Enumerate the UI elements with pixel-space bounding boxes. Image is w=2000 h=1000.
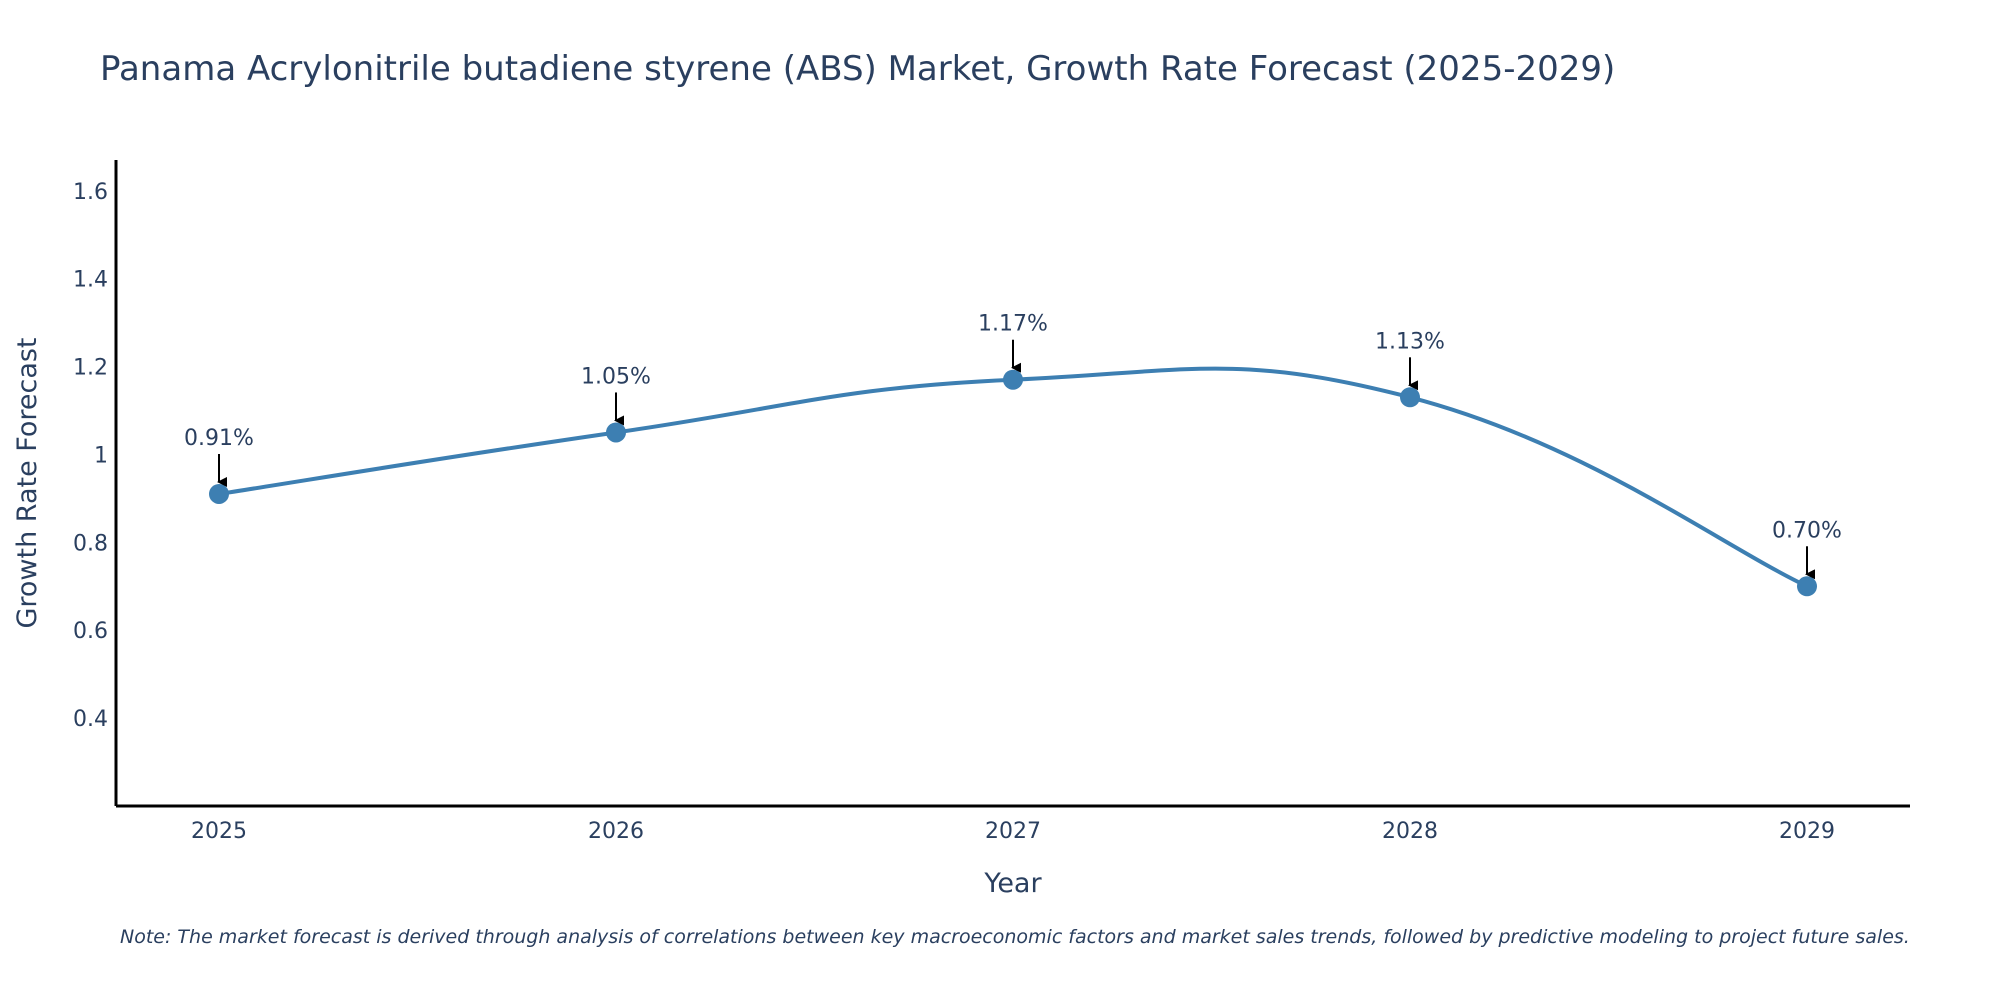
y-ticks-layer: 0.4 0.6 0.8 1 1.2 1.4 1.6 (73, 180, 108, 732)
y-tick-label: 0.6 (73, 619, 108, 644)
x-tick-label: 2027 (985, 819, 1041, 844)
y-axis-title: Growth Rate Forecast (12, 337, 43, 628)
x-tick-label: 2028 (1382, 819, 1438, 844)
data-point-marker (1797, 576, 1817, 597)
data-point-marker (209, 483, 229, 504)
data-point-marker (1003, 369, 1023, 390)
chart-title: Panama Acrylonitrile butadiene styrene (… (100, 49, 1615, 89)
y-tick-label: 1.2 (73, 356, 108, 381)
data-label: 1.13% (1375, 329, 1445, 354)
x-tick-label: 2025 (191, 819, 247, 844)
y-tick-label: 0.8 (73, 531, 108, 556)
y-tick-label: 0.4 (73, 707, 108, 732)
axes-layer (114, 160, 1910, 808)
annotations-layer: 0.91% 1.05% 1.17% 1.13% 0.70% (184, 312, 1842, 580)
data-label: 0.70% (1772, 518, 1842, 543)
data-label: 0.91% (184, 426, 254, 451)
y-tick-label: 1 (94, 443, 108, 468)
growth-rate-series-line (218, 366, 1808, 589)
y-tick-label: 1.4 (73, 268, 108, 293)
y-tick-label: 1.6 (73, 180, 108, 205)
markers-layer (209, 369, 1817, 597)
data-label: 1.05% (581, 364, 651, 389)
forecast-note: Note: The market forecast is derived thr… (120, 926, 1910, 948)
x-tick-label: 2029 (1779, 819, 1835, 844)
x-ticks-layer: 2025 2026 2027 2028 2029 (191, 819, 1835, 844)
data-point-marker (606, 422, 626, 443)
x-axis-title: Year (983, 868, 1042, 899)
data-point-marker (1400, 387, 1420, 408)
data-label: 1.17% (978, 312, 1048, 337)
x-tick-label: 2026 (588, 819, 644, 844)
